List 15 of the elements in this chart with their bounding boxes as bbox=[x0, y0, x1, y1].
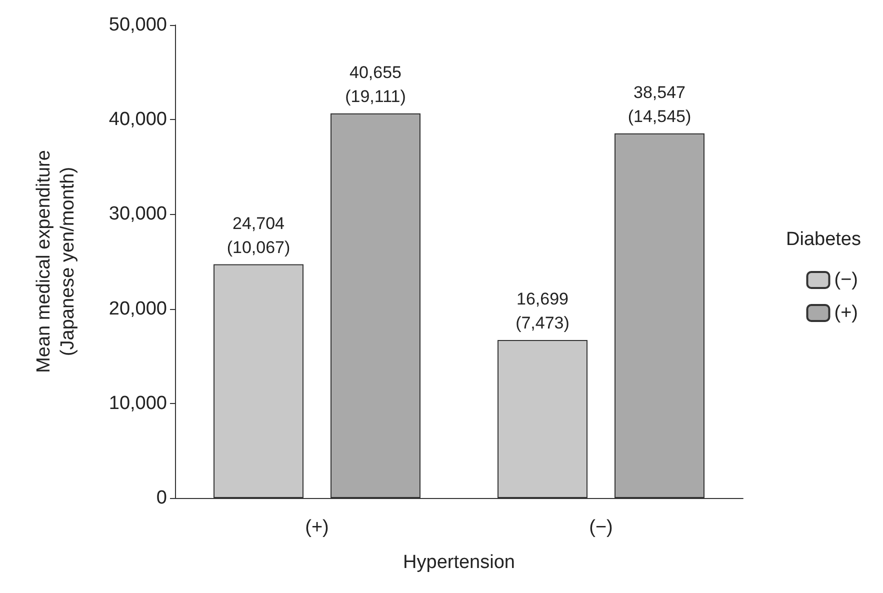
data-label: 38,547 (14,545) bbox=[628, 82, 692, 126]
y-tick-label: 50,000 bbox=[108, 14, 167, 36]
legend-title: Diabetes bbox=[786, 229, 862, 250]
y-tick-label: 40,000 bbox=[108, 109, 167, 130]
y-axis-title: Mean medical expenditure (Japanese yen/month) bbox=[34, 150, 78, 373]
y-tick-label: 30,000 bbox=[108, 204, 167, 225]
data-label: 40,655 (19,111) bbox=[345, 62, 406, 106]
data-label: 16,699 (7,473) bbox=[516, 290, 570, 333]
data-label: 24,704 (10,067) bbox=[226, 214, 290, 257]
legend-label: (+) bbox=[834, 302, 858, 324]
x-axis-title: Hypertension bbox=[403, 552, 515, 573]
y-tick-label: 10,000 bbox=[108, 392, 167, 414]
legend-label: (−) bbox=[834, 270, 858, 290]
y-tick-label: 20,000 bbox=[108, 298, 167, 320]
y-tick-label: 0 bbox=[156, 488, 167, 508]
